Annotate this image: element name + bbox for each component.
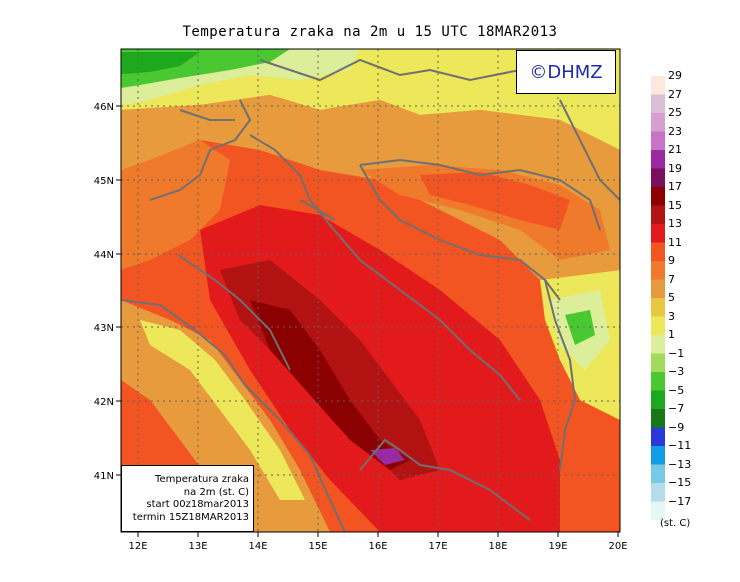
info-line: termin 15Z18MAR2013: [132, 511, 249, 523]
map-frame: [120, 48, 621, 533]
colorbar-level-label: 25: [668, 106, 682, 119]
colorbar-level-label: 3: [668, 309, 675, 323]
x-tick-label: 19E: [548, 541, 567, 552]
colorbar-swatch: [651, 446, 665, 465]
colorbar-level-label: 5: [668, 291, 675, 304]
colorbar-swatch: [651, 353, 665, 372]
colorbar-level-label: 7: [668, 272, 675, 286]
colorbar-swatch: [651, 483, 665, 502]
colorbar-swatch: [651, 372, 665, 391]
colorbar-swatch: [651, 150, 665, 169]
colorbar-swatch: [651, 409, 665, 428]
colorbar-unit: (st. C): [660, 518, 691, 529]
colorbar-swatch: [651, 464, 665, 483]
colorbar-level-label: 17: [668, 180, 682, 193]
y-tick-label: 46N: [94, 102, 114, 113]
colorbar-level-label: −9: [668, 420, 685, 434]
info-line: Temperatura zraka: [155, 474, 249, 485]
colorbar-level-label: −7: [668, 402, 685, 415]
colorbar-level-label: −17: [668, 494, 692, 508]
colorbar-level-label: 13: [668, 217, 682, 230]
colorbar-swatch: [651, 224, 665, 243]
info-line: start 00z18mar2013: [146, 499, 249, 510]
x-tick-label: 18E: [488, 541, 507, 552]
colorbar-level-label: 21: [668, 143, 682, 156]
colorbar-swatch: [651, 279, 665, 298]
colorbar-swatch: [651, 113, 665, 132]
x-tick-label: 15E: [308, 541, 327, 552]
x-tick-label: 16E: [368, 541, 387, 552]
colorbar-level-label: 23: [668, 124, 682, 138]
colorbar-swatch: [651, 298, 665, 317]
colorbar-level-label: 9: [668, 254, 675, 267]
dhmz-logo: ©DHMZ: [516, 50, 616, 94]
x-tick-label: 20E: [608, 541, 627, 552]
colorbar-swatch: [651, 316, 665, 335]
colorbar-swatch: [651, 76, 665, 95]
colorbar-swatch: [651, 261, 665, 280]
grid-lines: [121, 49, 620, 532]
y-tick-label: 43N: [94, 323, 114, 334]
colorbar-swatch: [651, 335, 665, 354]
colorbar-level-label: −11: [668, 439, 692, 452]
colorbar-level-label: 15: [668, 198, 682, 212]
colorbar-level-label: 1: [668, 328, 675, 341]
colorbar-level-label: 11: [668, 235, 682, 249]
colorbar-swatch: [651, 187, 665, 206]
colorbar-swatch: [651, 242, 665, 261]
colorbar-level-label: −3: [668, 365, 685, 378]
x-tick-label: 13E: [188, 541, 207, 552]
colorbar-level-label: 19: [668, 161, 682, 175]
colorbar-swatch: [651, 390, 665, 409]
x-tick-label: 12E: [128, 541, 147, 552]
colorbar-level-label: −15: [668, 476, 692, 489]
x-axis-labels: 12E 13E 14E 15E 16E 17E 18E 19E 20E: [128, 541, 627, 552]
colorbar-level-label: −13: [668, 457, 692, 471]
temperature-field: [121, 49, 620, 532]
colorbar-swatch: [651, 168, 665, 187]
y-tick-label: 41N: [94, 471, 114, 482]
colorbar-swatch: [651, 501, 665, 520]
info-box: Temperatura zraka na 2m (st. C) start 00…: [121, 465, 254, 532]
colorbar-swatch: [651, 94, 665, 113]
map-title: Temperatura zraka na 2m u 15 UTC 18MAR20…: [182, 24, 558, 40]
y-axis-labels: 41N 42N 43N 44N 45N 46N: [94, 102, 114, 482]
y-tick-label: 42N: [94, 397, 114, 408]
colorbar-level-label: 27: [668, 87, 682, 101]
x-tick-label: 17E: [428, 541, 447, 552]
y-tick-label: 45N: [94, 176, 114, 187]
axis-ticks: [116, 105, 619, 537]
colorbar: [651, 76, 665, 520]
coastlines: [121, 58, 620, 532]
info-line: na 2m (st. C): [183, 486, 249, 498]
colorbar-level-label: 29: [668, 69, 682, 82]
colorbar-swatch: [651, 131, 665, 150]
colorbar-level-label: −1: [668, 346, 685, 360]
colorbar-swatch: [651, 205, 665, 224]
colorbar-level-label: −5: [668, 383, 685, 397]
x-tick-label: 14E: [248, 541, 267, 552]
y-tick-label: 44N: [94, 250, 114, 261]
colorbar-swatch: [651, 427, 665, 446]
